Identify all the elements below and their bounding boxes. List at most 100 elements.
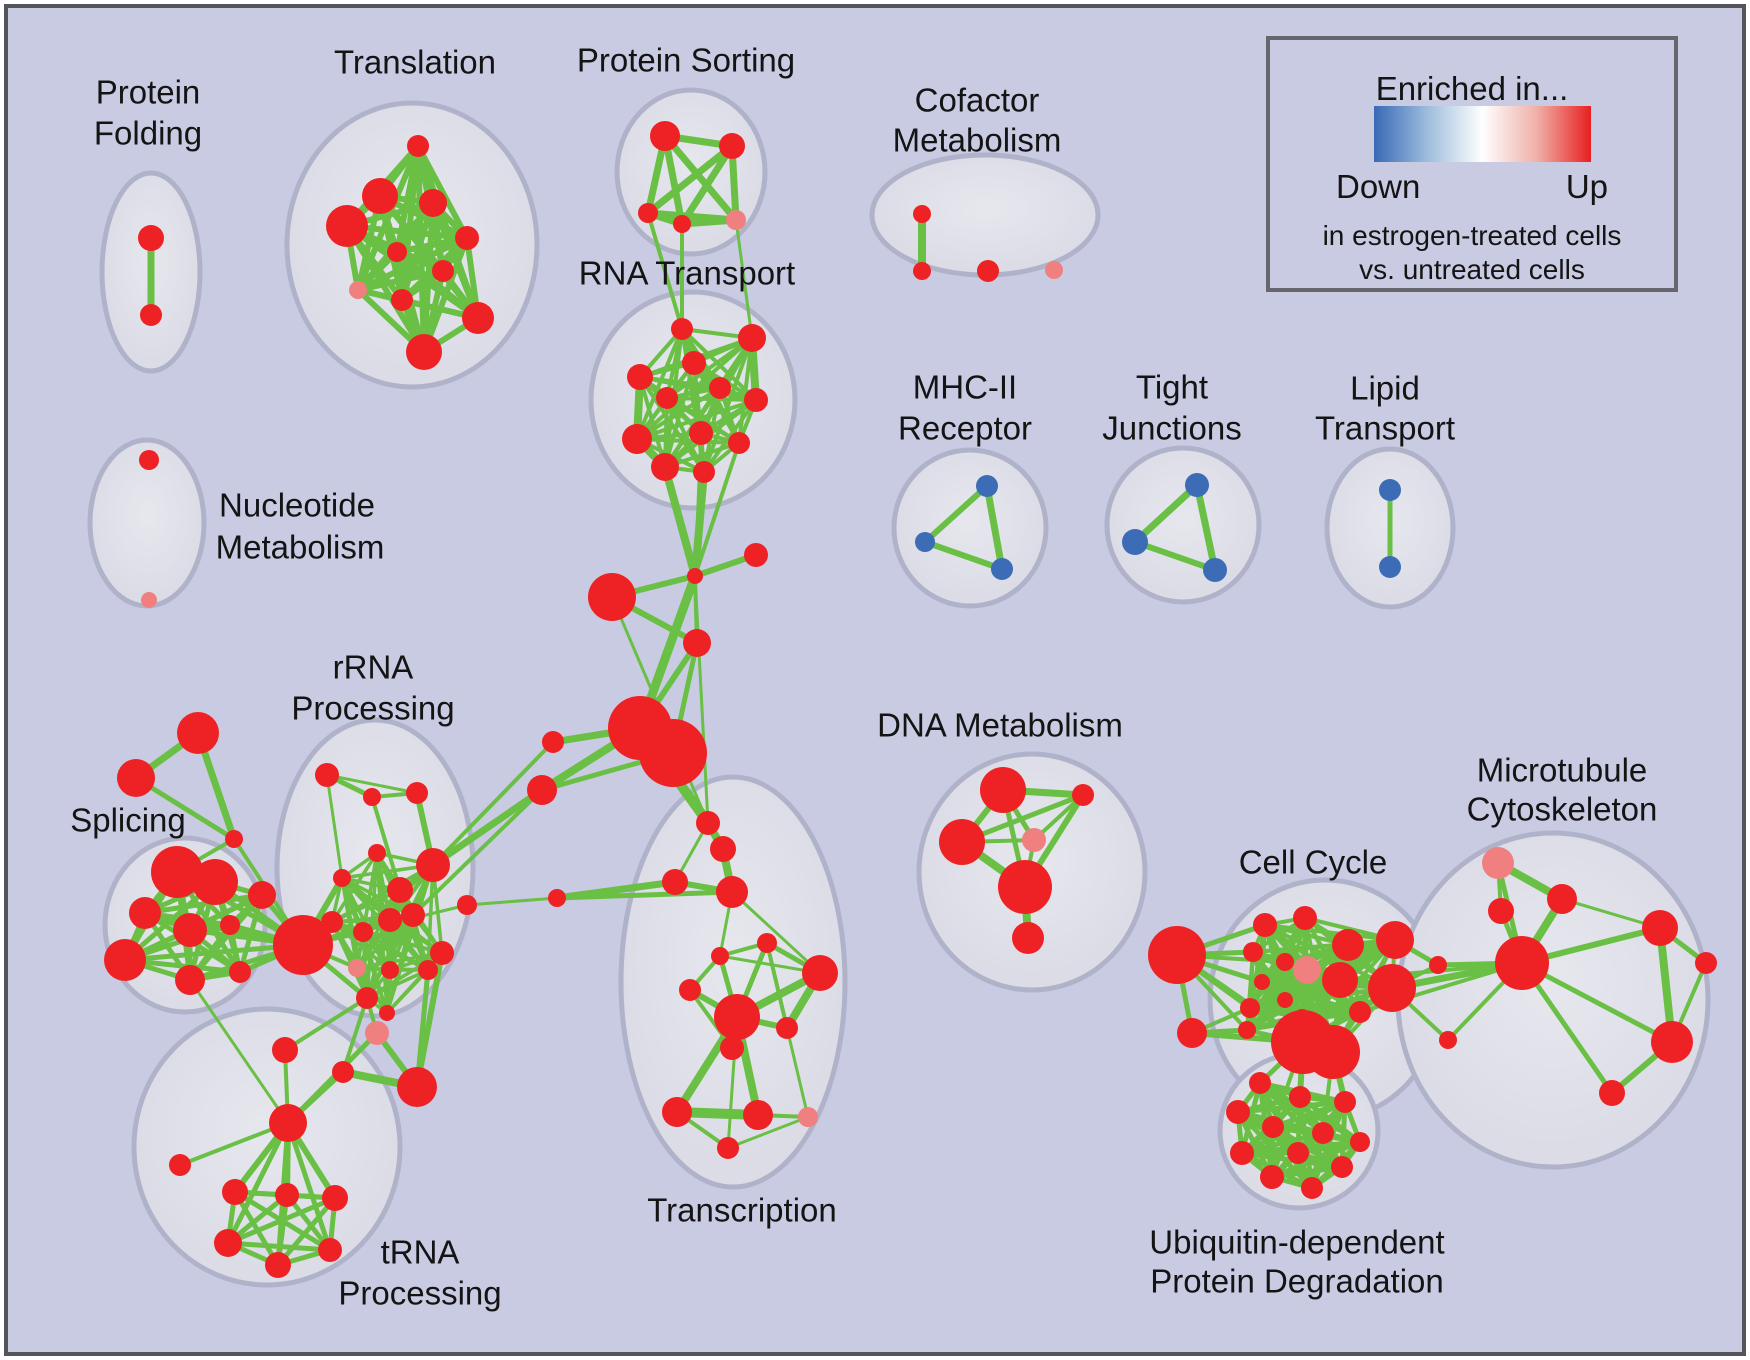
edge-r1-r5 bbox=[325, 773, 344, 880]
node-tl9 bbox=[391, 289, 413, 311]
legend-axis-labels: Down Up bbox=[1336, 168, 1608, 206]
edge-rt6-rt7 bbox=[665, 396, 758, 402]
node-C bbox=[225, 830, 243, 848]
legend-up-label: Up bbox=[1565, 168, 1608, 205]
node-g6 bbox=[265, 1252, 291, 1278]
edge-g3-g4 bbox=[225, 1195, 338, 1246]
node-c9 bbox=[1254, 974, 1270, 990]
edge-rt5-rt9 bbox=[635, 386, 722, 441]
node-rt8 bbox=[689, 421, 713, 445]
node-u3 bbox=[1334, 1091, 1356, 1113]
edge-c4-c5 bbox=[1251, 938, 1397, 954]
node-k2 bbox=[527, 775, 557, 805]
edge-s3-s9 bbox=[142, 892, 265, 916]
cluster-label-protein-folding-1: Protein bbox=[96, 74, 201, 111]
node-k3 bbox=[548, 889, 566, 907]
edge-k2-r7 bbox=[429, 786, 546, 869]
node-m7 bbox=[1599, 1080, 1625, 1106]
node-u6 bbox=[1312, 1122, 1334, 1144]
node-mb2 bbox=[1439, 1031, 1457, 1049]
node-k4 bbox=[457, 895, 477, 915]
node-c14 bbox=[1349, 1001, 1371, 1023]
cluster-label-nucleotide-2: Metabolism bbox=[216, 529, 385, 566]
edge-c11-c14 bbox=[1283, 998, 1362, 1014]
node-d6 bbox=[1012, 922, 1044, 954]
node-t5 bbox=[711, 947, 729, 965]
node-cM bbox=[1177, 1018, 1207, 1048]
node-rt4 bbox=[627, 364, 653, 390]
legend-gradient-bar bbox=[1374, 106, 1591, 162]
node-m4 bbox=[1642, 910, 1678, 946]
node-c8 bbox=[1368, 964, 1416, 1012]
node-tl3 bbox=[419, 189, 447, 217]
edge-tl7-tl8 bbox=[355, 268, 446, 293]
edge-B-C bbox=[133, 775, 237, 842]
edge-u3-u4 bbox=[1235, 1099, 1348, 1115]
node-ps1 bbox=[650, 121, 680, 151]
cluster-ellipse-microtubule-cytoskeleton bbox=[1395, 830, 1711, 1170]
edge-rt2-rt10 bbox=[737, 336, 754, 445]
node-t3 bbox=[662, 869, 688, 895]
node-k1 bbox=[542, 731, 564, 753]
node-r13 bbox=[418, 960, 438, 980]
node-rt1 bbox=[671, 318, 693, 340]
node-u8 bbox=[1230, 1141, 1254, 1165]
node-r16 bbox=[379, 1005, 395, 1021]
cluster-ellipse-cofactor-metabolism bbox=[869, 152, 1101, 278]
edge-g3-g6 bbox=[275, 1195, 338, 1268]
cluster-label-mhc-1: MHC-II bbox=[913, 369, 1017, 406]
node-th bbox=[269, 1104, 307, 1142]
cluster-label-lipid-2: Transport bbox=[1315, 410, 1455, 447]
node-c5 bbox=[1243, 942, 1263, 962]
node-h2 bbox=[639, 719, 707, 787]
node-m5 bbox=[1695, 952, 1717, 974]
node-ps3 bbox=[638, 203, 658, 223]
node-j3 bbox=[588, 573, 636, 621]
node-u11 bbox=[1260, 1165, 1284, 1189]
node-d5 bbox=[998, 860, 1052, 914]
node-s5 bbox=[220, 915, 240, 935]
node-m3 bbox=[1495, 936, 1549, 990]
node-c1 bbox=[1253, 913, 1277, 937]
node-tl4 bbox=[326, 205, 368, 247]
node-c10 bbox=[1240, 998, 1260, 1018]
cluster-label-microtubule-1: Microtubule bbox=[1477, 752, 1648, 789]
node-t10 bbox=[776, 1017, 798, 1039]
node-rt10 bbox=[728, 432, 750, 454]
legend-title: Enriched in... bbox=[1375, 70, 1569, 107]
node-cf2 bbox=[913, 262, 931, 280]
node-tj1 bbox=[1185, 473, 1209, 497]
edge-j1-t1 bbox=[693, 574, 710, 825]
edge-rt10-j1 bbox=[693, 441, 741, 578]
node-r8 bbox=[378, 908, 402, 932]
node-s4 bbox=[173, 913, 207, 947]
node-rt5 bbox=[709, 377, 731, 399]
cluster-label-protein-sorting: Protein Sorting bbox=[577, 42, 795, 79]
node-r2 bbox=[363, 788, 381, 806]
edge-r11-r15 bbox=[365, 913, 415, 1000]
node-u10 bbox=[1331, 1156, 1353, 1178]
node-rt3 bbox=[682, 351, 706, 375]
node-t9 bbox=[802, 955, 838, 991]
edge-tj1-tj2 bbox=[1131, 481, 1201, 546]
edge-x1-r15 bbox=[283, 996, 369, 1052]
edge-rt4-rt7 bbox=[638, 375, 758, 402]
edge-ps2-ps3 bbox=[644, 142, 736, 217]
node-t8 bbox=[714, 994, 760, 1040]
edge-x2-r15 bbox=[341, 996, 369, 1074]
edge-mh1-mh3 bbox=[983, 482, 1006, 573]
edge-r10-r14 bbox=[330, 920, 392, 972]
node-d2 bbox=[1072, 784, 1094, 806]
node-mb1 bbox=[1429, 956, 1447, 974]
node-cB bbox=[1306, 1025, 1360, 1079]
node-cf1 bbox=[913, 205, 931, 223]
node-pf1 bbox=[138, 225, 164, 251]
cluster-ellipse-mhc-ii-receptor bbox=[891, 447, 1049, 609]
edge-th-g4 bbox=[225, 1120, 291, 1246]
cluster-label-ubiquitin-1: Ubiquitin-dependent bbox=[1149, 1224, 1444, 1261]
edge-t10-t14 bbox=[785, 1026, 810, 1119]
node-u4 bbox=[1226, 1100, 1250, 1124]
node-u12 bbox=[1301, 1177, 1323, 1199]
node-nm2 bbox=[141, 592, 157, 608]
edge-s7-s9 bbox=[187, 892, 265, 983]
